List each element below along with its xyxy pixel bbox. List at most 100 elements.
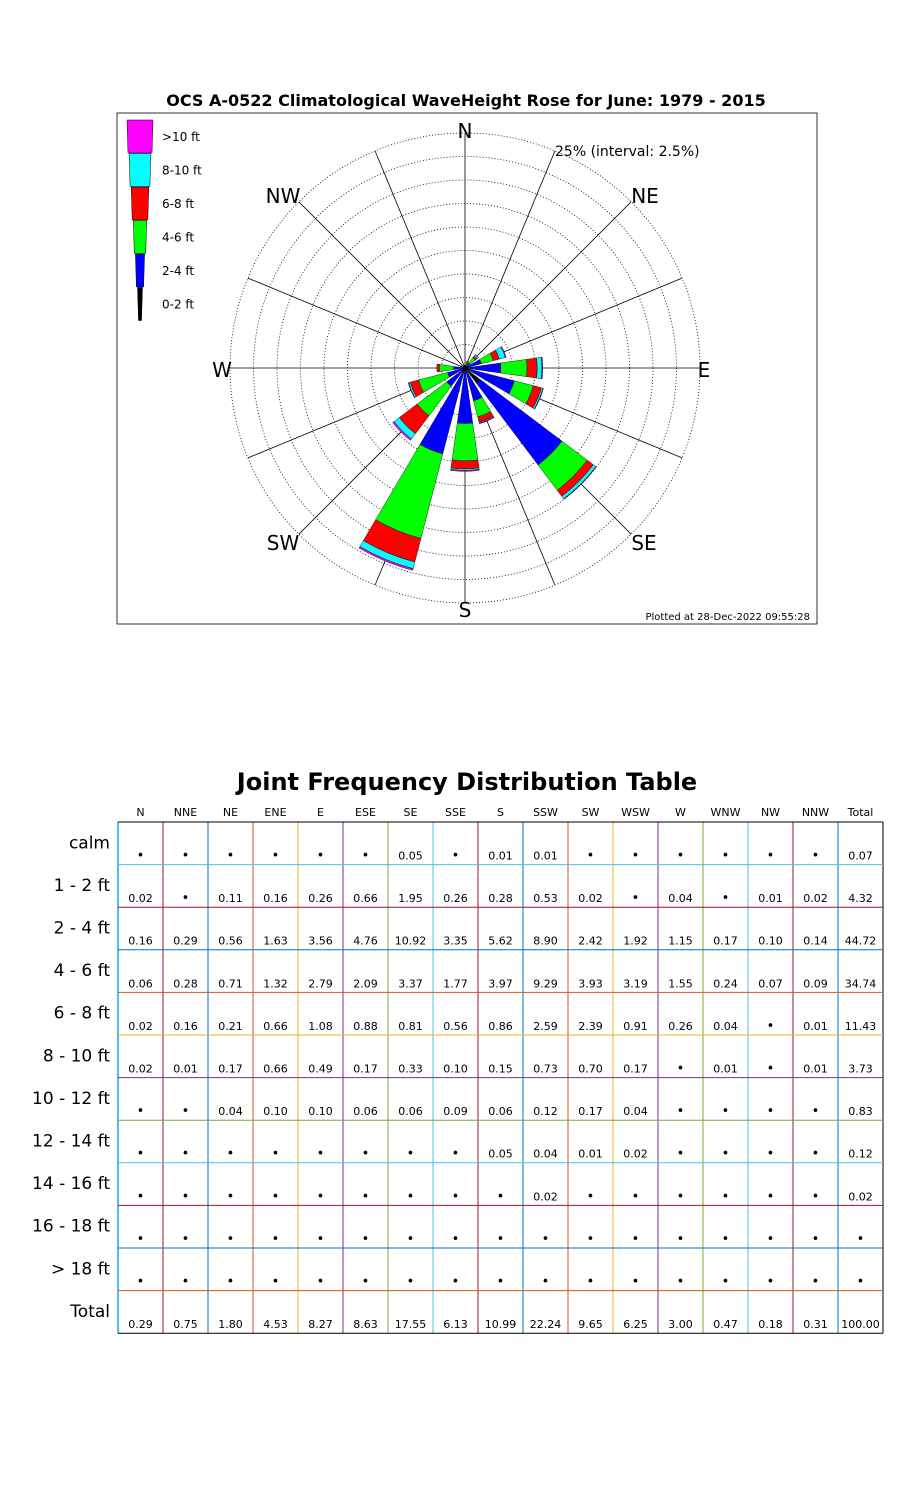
table-cell: 0.70 — [578, 1062, 603, 1075]
petal-s-bin3 — [450, 459, 480, 470]
table-cell: 0.16 — [128, 935, 153, 948]
column-header: ENE — [264, 806, 286, 819]
column-header: NNW — [802, 806, 829, 819]
table-cell: • — [182, 891, 190, 906]
row-label: 2 - 4 ft — [54, 919, 111, 939]
direction-spoke — [298, 201, 466, 369]
table-cell: 8.63 — [353, 1318, 378, 1331]
table-cell: 0.02 — [128, 892, 153, 905]
table-cell: 0.86 — [488, 1020, 513, 1033]
column-header: S — [497, 806, 504, 819]
table-cell: • — [182, 1147, 190, 1162]
table-cell: 0.01 — [713, 1062, 738, 1075]
table-cell: 0.66 — [263, 1020, 288, 1033]
direction-spoke — [374, 150, 466, 369]
column-header: ESE — [355, 806, 376, 819]
table-cell: • — [722, 1274, 730, 1289]
table-cell: 2.42 — [578, 935, 603, 948]
table-cell: 1.63 — [263, 935, 288, 948]
table-cell: • — [857, 1232, 865, 1247]
table-cell: 0.01 — [488, 849, 513, 862]
table-cell: • — [317, 1274, 325, 1289]
petal-wsw-bin5 — [407, 382, 416, 399]
table-cell: • — [812, 848, 820, 863]
direction-label-e: E — [698, 358, 711, 382]
row-label: 16 - 18 ft — [32, 1217, 110, 1237]
table-cell: • — [767, 1232, 775, 1247]
table-cell: • — [587, 1274, 595, 1289]
table-cell: 0.04 — [713, 1020, 738, 1033]
legend-swatch — [137, 287, 143, 321]
table-cell: 0.02 — [128, 1062, 153, 1075]
table-cell: 0.66 — [353, 892, 378, 905]
table-cell: 0.26 — [308, 892, 333, 905]
table-cell: 0.04 — [668, 892, 693, 905]
table-cell: 8.90 — [533, 935, 558, 948]
table-cell: • — [407, 1147, 415, 1162]
table-cell: 0.10 — [263, 1105, 288, 1118]
column-header: NE — [223, 806, 238, 819]
petal-w-bin3 — [436, 363, 440, 373]
table-cell: 0.10 — [758, 935, 783, 948]
table-cell: 3.35 — [443, 935, 468, 948]
column-header: SSE — [445, 806, 466, 819]
column-header: E — [317, 806, 324, 819]
table-cell: 3.37 — [398, 977, 423, 990]
petal-e-bin4 — [536, 357, 543, 379]
table-cell: 0.09 — [803, 977, 828, 990]
table-cell: 0.06 — [488, 1105, 513, 1118]
row-label: 8 - 10 ft — [43, 1046, 110, 1066]
table-cell: • — [677, 848, 685, 863]
row-label: 6 - 8 ft — [54, 1004, 111, 1024]
table-cell: 0.04 — [218, 1105, 243, 1118]
table-cell: 0.29 — [173, 935, 198, 948]
table-cell: 0.01 — [758, 892, 783, 905]
legend-label: 2-4 ft — [162, 264, 194, 278]
table-cell: 3.93 — [578, 977, 603, 990]
direction-spoke — [464, 201, 632, 369]
table-cell: • — [227, 1274, 235, 1289]
direction-spoke — [464, 150, 556, 369]
rose-title: OCS A-0522 Climatological WaveHeight Ros… — [166, 91, 765, 110]
table-cell: 0.24 — [713, 977, 738, 990]
table-cell: 0.12 — [533, 1105, 558, 1118]
table-cell: 11.43 — [845, 1020, 877, 1033]
table-cell: • — [137, 1232, 145, 1247]
direction-label-nw: NW — [266, 184, 301, 208]
table-cell: • — [587, 1232, 595, 1247]
table-cell: • — [227, 1232, 235, 1247]
table-cell: 0.26 — [443, 892, 468, 905]
table-cell: • — [497, 1189, 505, 1204]
table-cell: 0.16 — [263, 892, 288, 905]
table-cell: • — [452, 1147, 460, 1162]
table-cell: • — [407, 1232, 415, 1247]
table-cell: • — [722, 1232, 730, 1247]
table-cell: • — [632, 1189, 640, 1204]
table-cell: 10.92 — [395, 935, 427, 948]
table-cell: 0.02 — [533, 1190, 558, 1203]
table-cell: 0.17 — [578, 1105, 603, 1118]
table-cell: 3.00 — [668, 1318, 693, 1331]
table-cell: 1.77 — [443, 977, 468, 990]
table-cell: • — [362, 1232, 370, 1247]
table-cell: 0.56 — [443, 1020, 468, 1033]
petal-ene-bin5 — [500, 346, 507, 358]
table-cell: 1.15 — [668, 935, 693, 948]
table-cell: • — [407, 1189, 415, 1204]
table-cell: • — [272, 1232, 280, 1247]
table-cell: 3.56 — [308, 935, 333, 948]
table-cell: 3.97 — [488, 977, 513, 990]
table-cell: • — [182, 848, 190, 863]
table-cell: 0.17 — [623, 1062, 648, 1075]
legend-label: 6-8 ft — [162, 197, 194, 211]
legend-swatch — [135, 253, 145, 288]
table-cell: 0.07 — [758, 977, 783, 990]
table-cell: 0.14 — [803, 935, 828, 948]
table-cell: 6.25 — [623, 1318, 648, 1331]
table-cell: • — [632, 848, 640, 863]
table-cell: • — [317, 1147, 325, 1162]
petal-ssw-bin2 — [375, 444, 444, 539]
table-cell: 1.55 — [668, 977, 693, 990]
table-cell: • — [677, 1189, 685, 1204]
